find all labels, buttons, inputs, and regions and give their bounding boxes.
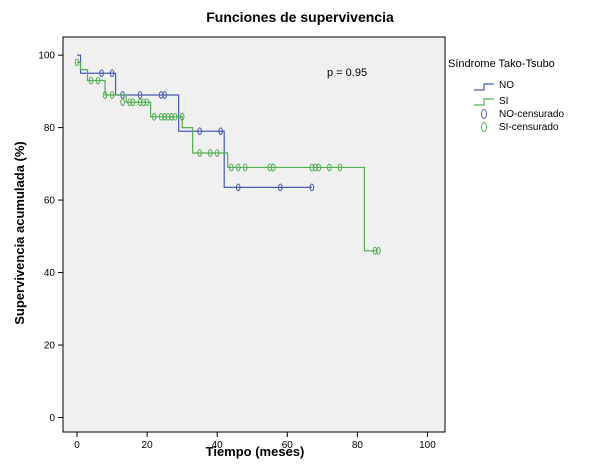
censored-marker-no bbox=[162, 91, 167, 99]
legend-label-no-censored: NO-censurado bbox=[499, 109, 564, 120]
censored-marker-si bbox=[109, 91, 115, 99]
plot-area bbox=[62, 36, 446, 433]
y-axis-ticks: 0 20 40 60 80 100 bbox=[38, 51, 63, 424]
x-axis-label: Tiempo (meses) bbox=[206, 444, 305, 459]
censored-marker-si bbox=[235, 163, 241, 172]
censored-marker-si bbox=[242, 163, 248, 172]
censored-marker-si bbox=[95, 76, 101, 85]
censored-marker-si bbox=[207, 149, 213, 157]
censored-marker-no bbox=[99, 69, 104, 78]
y-tick-label: 100 bbox=[38, 51, 55, 62]
censored-marker-si bbox=[228, 163, 234, 172]
legend-swatch-si bbox=[474, 98, 494, 106]
x-tick-label: 60 bbox=[282, 440, 294, 451]
censored-marker-si bbox=[270, 163, 276, 172]
censored-marker-si bbox=[172, 112, 178, 121]
y-axis-label: Supervivencia acumulada (%) bbox=[12, 141, 27, 325]
legend-label-no: NO bbox=[499, 80, 514, 91]
censored-marker-si bbox=[88, 76, 94, 85]
censored-marker-si bbox=[151, 112, 157, 121]
x-tick-label: 0 bbox=[74, 440, 80, 451]
legend-label-si-censored: SI-censurado bbox=[499, 122, 559, 133]
censored-marker-si bbox=[144, 98, 150, 107]
censored-marker-si bbox=[376, 246, 381, 255]
censored-marker-si bbox=[120, 98, 125, 107]
chart-title: Funciones de supervivencia bbox=[206, 9, 394, 25]
censored-marker-si bbox=[179, 112, 185, 121]
y-tick-label: 40 bbox=[44, 268, 56, 279]
y-tick-label: 0 bbox=[49, 413, 55, 424]
legend-marker-no-censored bbox=[481, 109, 487, 119]
x-tick-label: 100 bbox=[419, 440, 436, 451]
censored-marker-si bbox=[130, 98, 136, 107]
x-axis-ticks: 0 20 40 60 80 100 bbox=[74, 432, 436, 451]
censored-marker-si bbox=[316, 163, 322, 172]
legend-swatch-no bbox=[474, 83, 494, 91]
y-tick-label: 20 bbox=[44, 341, 56, 352]
legend-marker-si-censored bbox=[481, 122, 487, 132]
legend: Síndrome Tako-Tsubo NO SI NO-censurado S… bbox=[448, 58, 564, 133]
censored-marker-no bbox=[235, 183, 241, 192]
legend-title: Síndrome Tako-Tsubo bbox=[448, 58, 555, 70]
censored-marker-no bbox=[277, 183, 283, 192]
x-tick-label: 20 bbox=[142, 440, 154, 451]
censored-marker-si bbox=[327, 163, 332, 172]
y-tick-label: 80 bbox=[44, 123, 56, 134]
x-tick-label: 40 bbox=[212, 440, 224, 451]
y-tick-label: 60 bbox=[44, 196, 56, 207]
censored-marker-no bbox=[309, 183, 315, 192]
censored-marker-si bbox=[102, 91, 108, 99]
censored-marker-si bbox=[214, 149, 220, 157]
legend-label-si: SI bbox=[499, 96, 508, 107]
series-layer bbox=[74, 54, 381, 255]
survival-curve-si bbox=[77, 61, 379, 252]
censored-marker-no bbox=[197, 127, 202, 136]
censored-marker-no bbox=[218, 127, 224, 136]
censored-marker-si bbox=[74, 58, 80, 67]
x-tick-label: 80 bbox=[352, 440, 364, 451]
censored-marker-no bbox=[109, 69, 115, 78]
censored-marker-si bbox=[197, 149, 202, 157]
censored-marker-si bbox=[337, 163, 343, 172]
p-value-annotation: p = 0.95 bbox=[327, 67, 367, 79]
